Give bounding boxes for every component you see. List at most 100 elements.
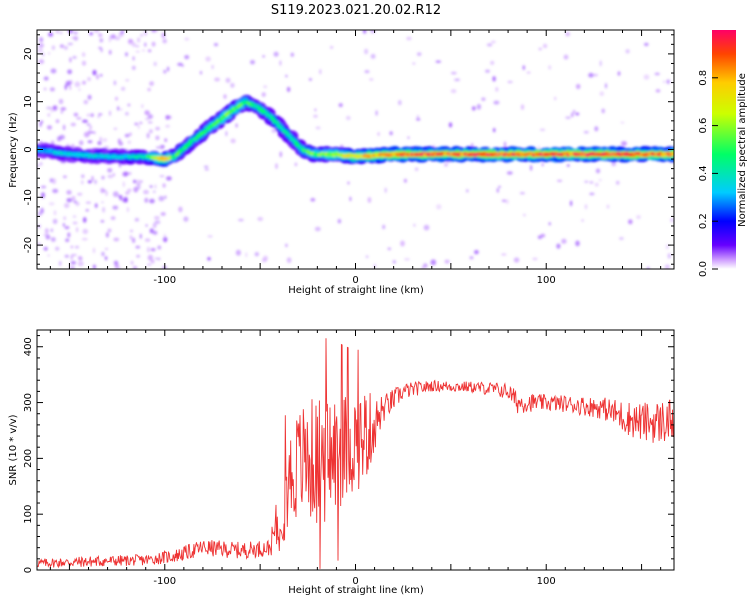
colorbar: 0.0 0.2 0.4 0.6 0.8 Normalized spectral ampl… bbox=[698, 30, 748, 277]
spectrogram-noise-point bbox=[72, 56, 77, 59]
spectrogram-noise-point bbox=[387, 247, 392, 251]
spectrogram-noise-point bbox=[45, 234, 51, 240]
spectrogram-noise-point bbox=[223, 94, 227, 99]
spectrogram-noise-point bbox=[46, 125, 53, 130]
spectrogram-noise-point bbox=[430, 259, 437, 266]
spectrogram-noise-point bbox=[102, 138, 108, 143]
spectrogram-noise-point bbox=[184, 55, 190, 60]
spectrogram-noise-point bbox=[392, 260, 396, 264]
spectrogram-noise-point bbox=[144, 110, 151, 116]
spectrogram-noise-point bbox=[52, 218, 58, 224]
spectrogram-noise-point bbox=[384, 187, 387, 193]
spectrogram-noise-point bbox=[561, 238, 567, 244]
spectrogram-noise-point bbox=[102, 206, 106, 213]
spectrogram-noise-point bbox=[115, 266, 121, 269]
spectrogram-noise-point bbox=[154, 220, 161, 225]
spectrogram-noise-point bbox=[286, 86, 291, 93]
spectrogram-noise-point bbox=[164, 195, 167, 199]
spectrogram-noise-point bbox=[254, 252, 259, 257]
spectrogram-noise-point bbox=[82, 217, 87, 223]
spectrogram-noise-point bbox=[163, 233, 166, 240]
spectrogram-noise-point bbox=[207, 257, 211, 261]
spectrogram-noise-point bbox=[404, 258, 410, 261]
spectrogram-noise-point bbox=[85, 201, 92, 204]
spectrogram-noise-point bbox=[606, 204, 610, 209]
spectrogram-noise-point bbox=[99, 38, 104, 43]
spectrogram-noise-point bbox=[416, 52, 422, 56]
spectrogram-noise-point bbox=[93, 30, 100, 33]
spectrogram-noise-point bbox=[273, 51, 279, 57]
spectrogram-noise-point bbox=[37, 211, 43, 216]
spectrogram-noise-point bbox=[140, 180, 143, 183]
spectrogram-noise-point bbox=[50, 237, 56, 242]
spectrogram-noise-point bbox=[572, 109, 576, 114]
spectrogram-noise-point bbox=[625, 49, 630, 54]
spectrogram-noise-point bbox=[592, 73, 598, 77]
spectrogram-noise-point bbox=[125, 52, 128, 57]
spectrogram-noise-point bbox=[541, 163, 544, 167]
spectrogram-noise-point bbox=[127, 39, 134, 45]
spectrogram-noise-point bbox=[55, 246, 60, 251]
spectrogram-noise-point bbox=[375, 110, 378, 116]
spectrogram-noise-point bbox=[286, 257, 292, 264]
spectrogram-noise-point bbox=[144, 197, 149, 203]
spectrogram-noise-point bbox=[245, 252, 248, 258]
spectrogram-noise-point bbox=[362, 30, 367, 34]
spectrogram-noise-point bbox=[148, 114, 154, 119]
spectrogram-noise-point bbox=[619, 237, 624, 240]
spectrogram-noise-point bbox=[563, 54, 569, 60]
y-tick-label: -20 bbox=[23, 237, 34, 253]
spectrogram-noise-point bbox=[199, 70, 203, 75]
spectrogram-noise-point bbox=[71, 195, 76, 202]
spectrogram-noise-point bbox=[207, 235, 213, 238]
spectrogram-noise-point bbox=[110, 34, 116, 40]
spectrogram-noise-point bbox=[127, 188, 132, 193]
spectrogram-noise-point bbox=[137, 124, 140, 130]
spectrogram-noise-point bbox=[263, 85, 268, 89]
spectrogram-noise-point bbox=[67, 232, 71, 238]
spectrogram-noise-point bbox=[151, 30, 154, 33]
spectrogram-noise-point bbox=[48, 32, 54, 37]
spectrogram-noise-point bbox=[113, 80, 117, 86]
spectrogram-noise-point bbox=[66, 198, 73, 203]
spectrogram-noise-point bbox=[87, 94, 92, 100]
spectrogram-noise-point bbox=[82, 80, 86, 85]
spectrogram-noise-point bbox=[98, 46, 102, 50]
spectrogram-noise-point bbox=[81, 238, 88, 241]
spectrogram-noise-point bbox=[132, 56, 135, 61]
spectrogram-noise-point bbox=[157, 245, 162, 250]
spectrogram-noise-point bbox=[261, 92, 266, 97]
spectrogram-noise-point bbox=[136, 254, 141, 258]
spectrogram-noise-point bbox=[611, 162, 617, 167]
spectrogram-noise-point bbox=[501, 199, 507, 202]
spectrogram-noise-point bbox=[88, 131, 95, 134]
spectrogram-noise-point bbox=[135, 45, 140, 48]
spectrogram-noise-point bbox=[495, 87, 499, 92]
spectrogram-noise-point bbox=[163, 69, 167, 74]
spectrogram-noise-point bbox=[60, 160, 66, 164]
spectrogram-noise-point bbox=[655, 89, 661, 93]
spectrogram-noise-point bbox=[105, 232, 109, 238]
spectrogram-noise-point bbox=[64, 226, 70, 230]
spectrogram-noise-point bbox=[100, 187, 105, 194]
spectrogram-noise-point bbox=[369, 78, 374, 81]
spectrogram-noise-point bbox=[364, 48, 369, 55]
spectrogram-noise-point bbox=[501, 253, 507, 256]
spectrogram-noise-point bbox=[92, 264, 96, 269]
spectrogram-noise-point bbox=[40, 120, 44, 124]
spectrogram-noise-point bbox=[59, 44, 64, 48]
spectrogram-noise-point bbox=[102, 189, 107, 192]
spectrogram-noise-point bbox=[257, 216, 264, 222]
y-tick-label: 400 bbox=[23, 337, 34, 356]
spectrogram-noise-point bbox=[599, 60, 602, 67]
spectrogram-noise-point bbox=[147, 246, 150, 253]
spectrogram-noise-point bbox=[157, 257, 161, 261]
spectrogram-noise-point bbox=[542, 43, 548, 49]
spectrogram-noise-point bbox=[75, 201, 80, 206]
spectrogram-noise-point bbox=[86, 123, 91, 126]
spectrogram-noise-point bbox=[644, 42, 649, 47]
spectrogram-noise-point bbox=[76, 117, 82, 120]
spectrogram-noise-point bbox=[50, 140, 55, 144]
spectrogram-noise-point bbox=[584, 180, 589, 183]
